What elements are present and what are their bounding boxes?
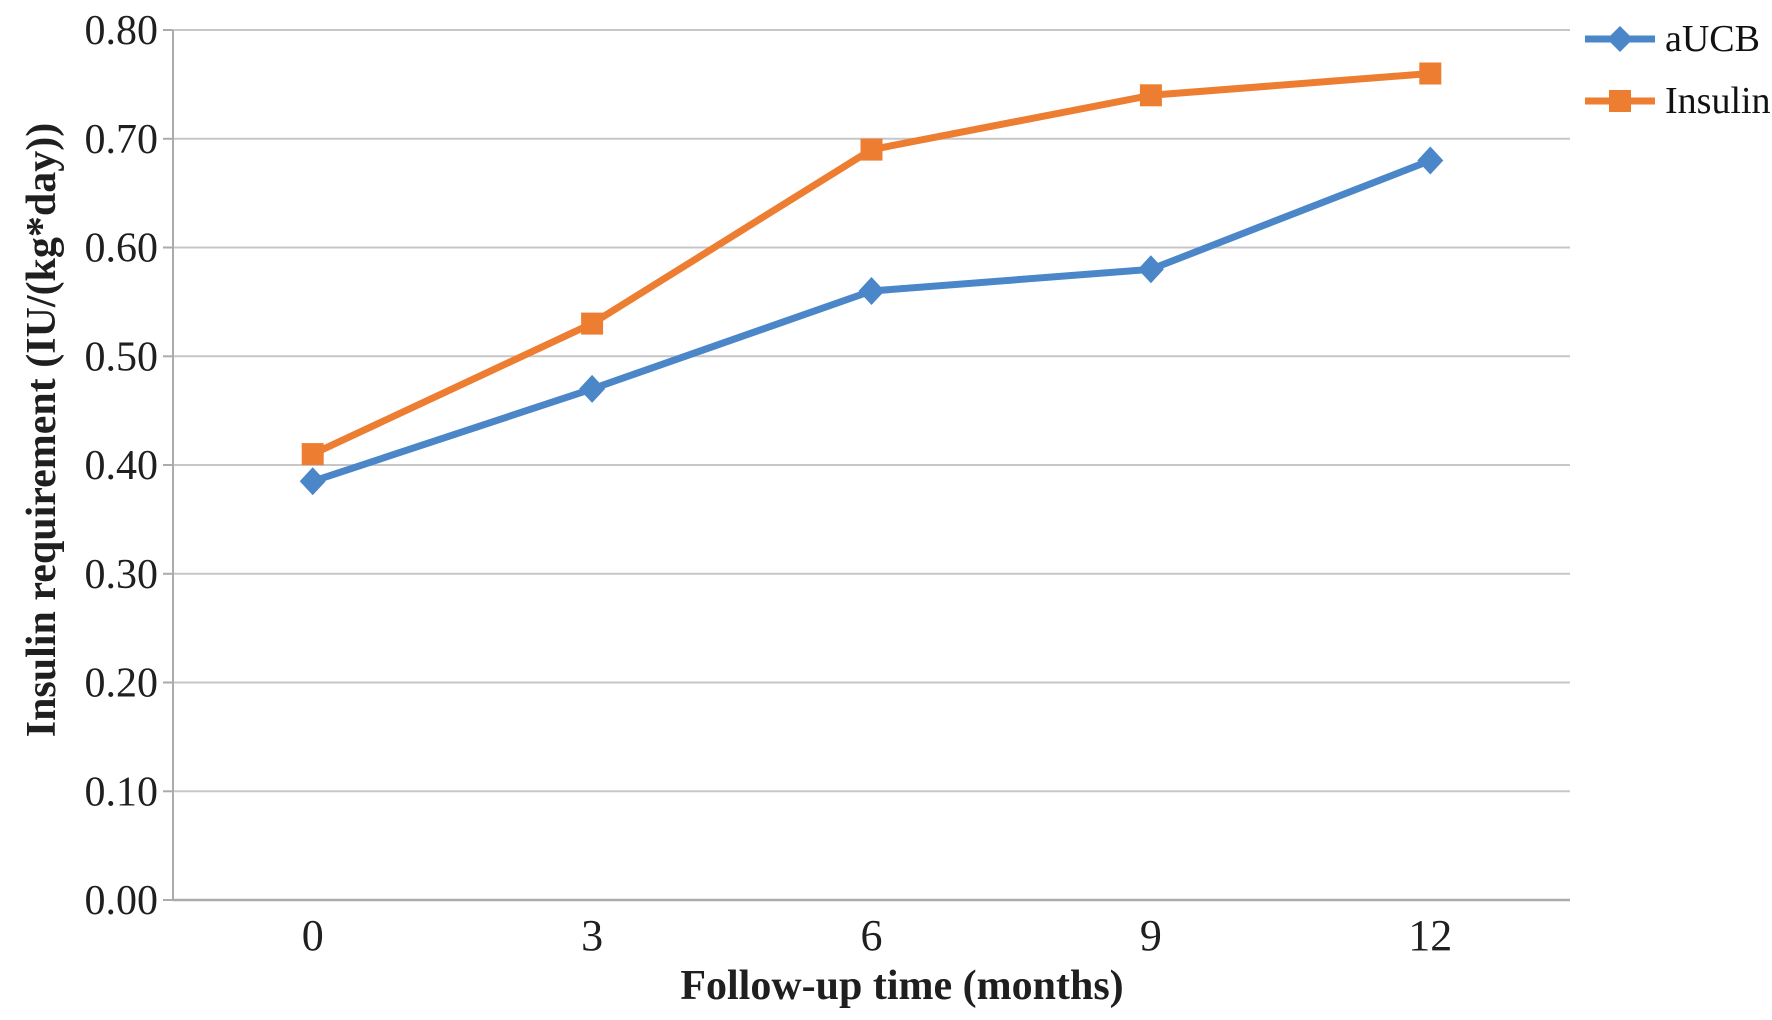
y-tick-label: 0.40: [85, 443, 159, 489]
insulin-line-square-icon: [1585, 90, 1655, 112]
marker-aucb-month-9: [1137, 255, 1164, 284]
y-tick-label: 0.20: [85, 661, 159, 707]
x-tick-label: 3: [581, 911, 603, 960]
marker-aucb-month-12: [1417, 146, 1444, 175]
diamond-marker-icon: [1607, 26, 1633, 52]
series-line-aucb: [309, 157, 1434, 485]
x-axis-title: Follow-up time (months): [680, 963, 1124, 1009]
legend-label-insulin: Insulin: [1665, 80, 1771, 122]
y-tick-label: 0.80: [85, 8, 159, 54]
marker-insulin-month-0: [301, 443, 324, 466]
y-tick-label: 0.00: [85, 878, 159, 924]
y-tick-label: 0.50: [85, 334, 159, 380]
marker-aucb-month-3: [579, 374, 606, 403]
marker-aucb-month-6: [858, 277, 885, 305]
y-tick-label: 0.10: [85, 769, 159, 815]
y-tick-label: 0.70: [85, 117, 159, 163]
marker-insulin-month-9: [1139, 84, 1162, 107]
series-line-insulin: [309, 70, 1434, 458]
y-tick-label: 0.30: [85, 552, 159, 598]
x-tick-label: 0: [302, 911, 324, 960]
x-tick-label: 12: [1408, 911, 1452, 960]
marker-insulin-month-6: [860, 138, 883, 161]
y-axis-title: Insulin requirement (IU/(kg*day)): [19, 122, 65, 738]
legend-item-aucb: aUCB: [1583, 16, 1771, 62]
legend: aUCB Insulin: [1583, 16, 1771, 124]
aucb-line-diamond-icon: [1585, 26, 1655, 52]
x-tick-label: 6: [861, 911, 883, 960]
legend-item-insulin: Insulin: [1583, 78, 1771, 124]
legend-label-aucb: aUCB: [1665, 18, 1760, 60]
x-tick-label: 9: [1140, 911, 1162, 960]
marker-aucb-month-0: [299, 467, 326, 496]
marker-insulin-month-3: [581, 312, 604, 335]
y-tick-label: 0.60: [85, 226, 159, 272]
square-marker-icon: [1609, 90, 1631, 112]
marker-insulin-month-12: [1419, 62, 1442, 85]
